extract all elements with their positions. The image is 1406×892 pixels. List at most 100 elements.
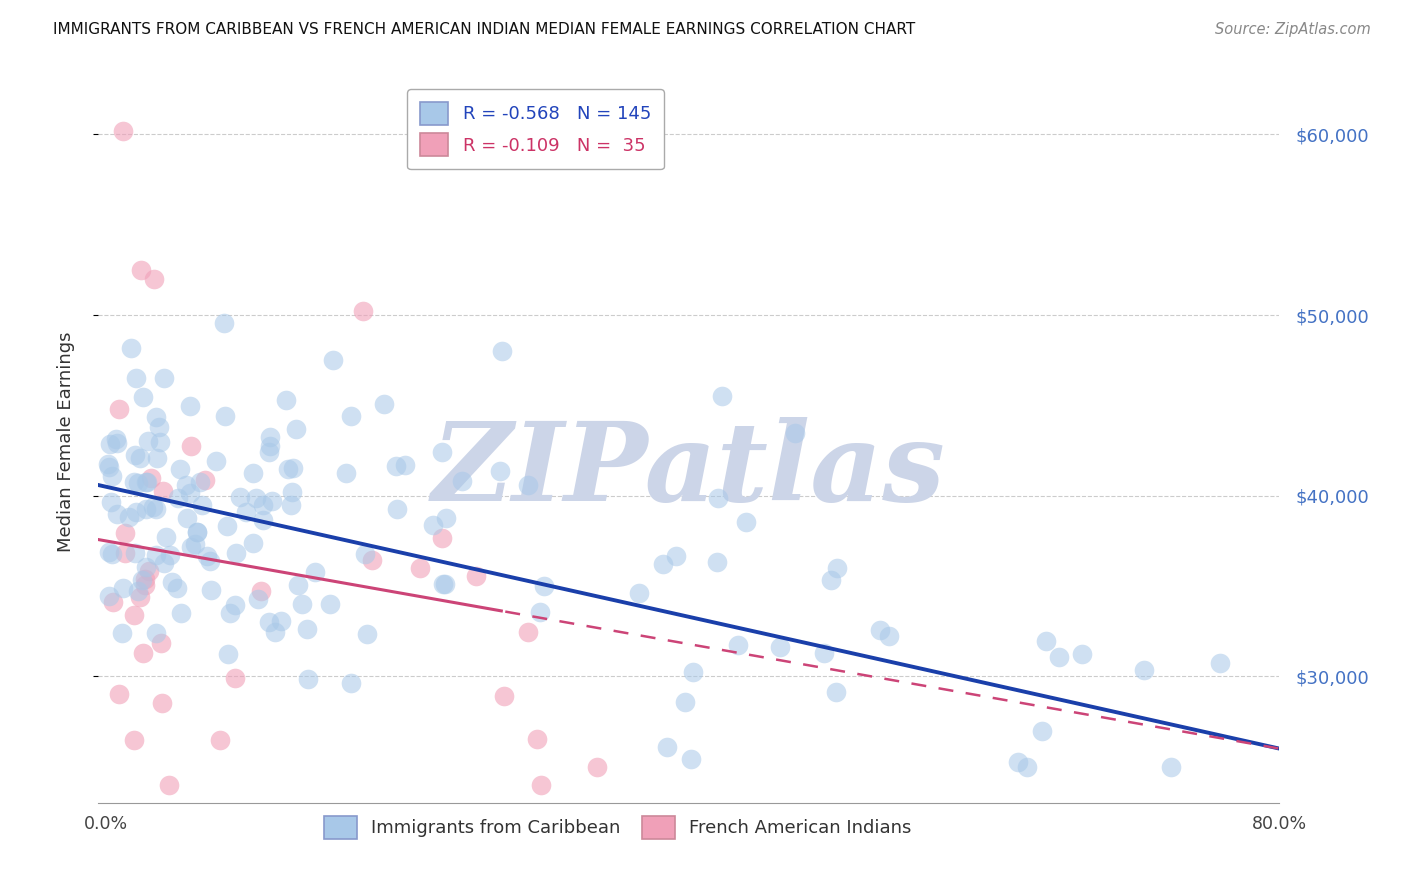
Point [352,304,374,318]
Point [280,498,302,512]
Point [517,478,540,492]
Point [235,505,257,519]
Point [1209,656,1232,670]
Point [98,589,121,603]
Point [107,436,129,450]
Point [134,578,156,592]
Point [665,549,688,563]
Point [194,473,217,487]
Point [141,471,163,485]
Point [152,484,174,499]
Point [200,582,222,597]
Point [114,546,136,560]
Point [394,458,416,472]
Point [252,513,274,527]
Point [145,626,167,640]
Legend: Immigrants from Caribbean, French American Indians: Immigrants from Caribbean, French Americ… [315,806,921,848]
Point [152,371,174,385]
Point [277,462,299,476]
Point [245,491,267,505]
Point [145,409,167,424]
Point [284,421,307,435]
Point [657,740,679,755]
Point [131,390,153,404]
Point [212,316,235,330]
Point [129,263,152,277]
Point [134,572,156,586]
Point [385,501,408,516]
Point [186,524,208,539]
Point [100,494,122,508]
Point [489,464,512,478]
Point [188,475,211,489]
Point [432,444,454,458]
Point [319,598,342,612]
Point [170,606,193,620]
Point [628,585,651,599]
Point [259,445,281,459]
Point [224,671,246,685]
Point [111,581,134,595]
Point [252,498,274,512]
Point [204,454,226,468]
Point [142,500,165,515]
Point [218,606,240,620]
Point [727,638,749,652]
Point [180,439,202,453]
Point [785,425,807,440]
Point [217,519,239,533]
Point [242,536,264,550]
Point [131,646,153,660]
Point [340,676,363,690]
Point [530,778,553,792]
Point [186,525,208,540]
Point [190,498,212,512]
Point [707,491,730,505]
Point [356,627,378,641]
Point [465,569,488,583]
Point [494,689,516,703]
Point [138,434,160,449]
Point [108,687,131,701]
Text: IMMIGRANTS FROM CARIBBEAN VS FRENCH AMERICAN INDIAN MEDIAN FEMALE EARNINGS CORRE: IMMIGRANTS FROM CARIBBEAN VS FRENCH AMER… [53,22,915,37]
Point [135,560,157,574]
Point [214,409,236,424]
Point [1133,664,1156,678]
Point [225,546,247,560]
Point [361,552,384,566]
Point [124,475,146,489]
Point [157,778,180,792]
Point [281,460,304,475]
Point [304,565,326,579]
Point [270,615,292,629]
Point [101,595,124,609]
Point [160,575,183,590]
Point [533,579,555,593]
Point [166,582,188,596]
Point [105,432,128,446]
Point [1071,647,1094,661]
Point [735,515,758,529]
Point [149,435,172,450]
Point [516,625,538,640]
Point [98,460,121,475]
Point [150,635,173,649]
Point [184,537,207,551]
Point [135,475,157,490]
Point [217,647,239,661]
Point [129,590,152,604]
Point [143,272,166,286]
Point [176,511,198,525]
Point [122,607,145,622]
Point [257,615,280,629]
Y-axis label: Median Female Earnings: Median Female Earnings [56,331,75,552]
Point [673,696,696,710]
Point [200,553,222,567]
Point [526,731,548,746]
Point [124,546,146,560]
Point [101,469,124,483]
Point [124,449,146,463]
Point [451,474,474,488]
Point [179,486,201,500]
Point [491,344,513,359]
